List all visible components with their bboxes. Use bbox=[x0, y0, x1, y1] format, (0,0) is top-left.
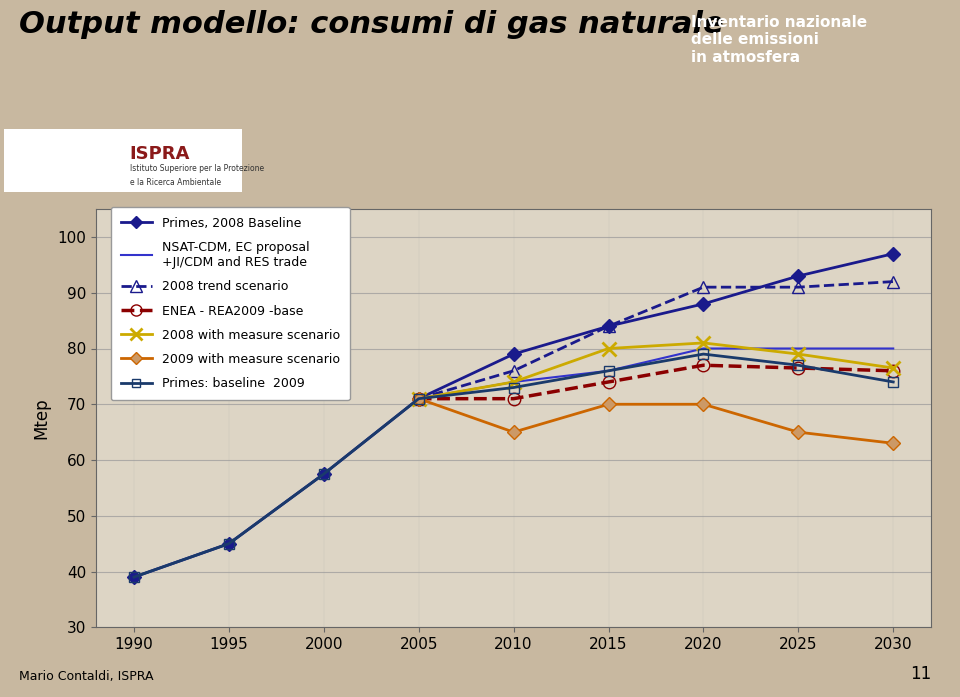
Text: Inventario nazionale
delle emissioni
in atmosfera: Inventario nazionale delle emissioni in … bbox=[691, 15, 867, 65]
Text: e la Ricerca Ambientale: e la Ricerca Ambientale bbox=[130, 178, 221, 187]
Text: Mario Contaldi, ISPRA: Mario Contaldi, ISPRA bbox=[19, 670, 154, 683]
Text: Output modello: consumi di gas naturale: Output modello: consumi di gas naturale bbox=[19, 10, 724, 39]
Text: 11: 11 bbox=[910, 665, 931, 683]
Y-axis label: Mtep: Mtep bbox=[33, 397, 51, 439]
Legend: Primes, 2008 Baseline, NSAT-CDM, EC proposal
+JI/CDM and RES trade, 2008 trend s: Primes, 2008 Baseline, NSAT-CDM, EC prop… bbox=[110, 207, 350, 401]
Text: Istituto Superiore per la Protezione: Istituto Superiore per la Protezione bbox=[130, 164, 264, 173]
FancyBboxPatch shape bbox=[5, 129, 242, 192]
Text: ISPRA: ISPRA bbox=[130, 145, 190, 163]
